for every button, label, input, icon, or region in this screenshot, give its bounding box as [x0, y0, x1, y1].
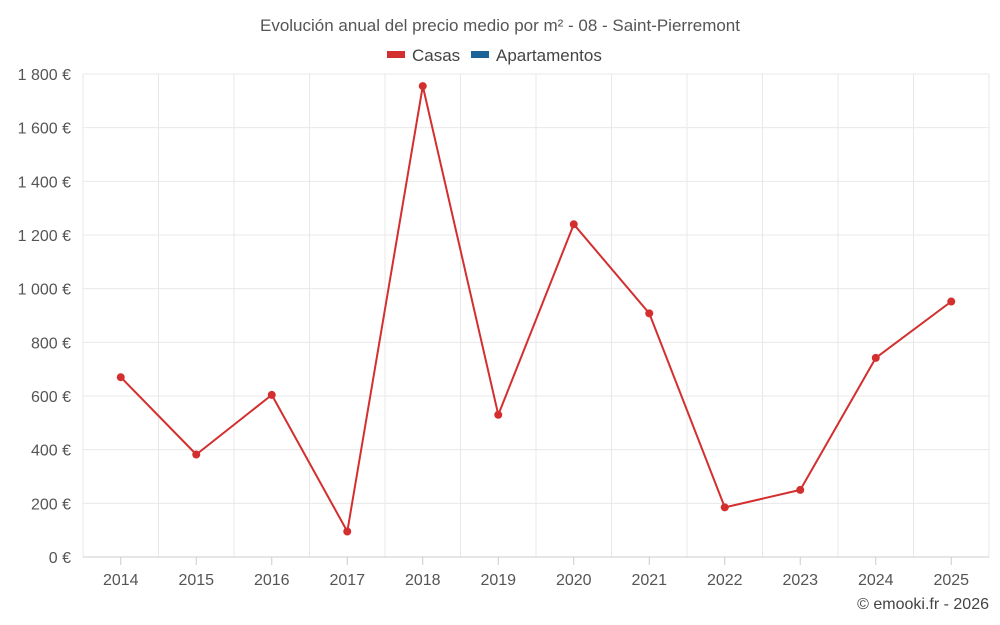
data-point-casas-2017[interactable] — [343, 527, 352, 536]
data-point-casas-2015[interactable] — [192, 450, 201, 459]
y-tick-label: 1 200 € — [18, 228, 71, 245]
x-tick-label: 2016 — [254, 572, 290, 589]
legend-swatch-casas — [387, 51, 405, 58]
x-tick-label: 2018 — [405, 572, 441, 589]
data-point-casas-2016[interactable] — [267, 390, 276, 399]
axes: 0 € 200 € 400 € 600 € 800 € 1 000 € 1 200 € 1 4… — [18, 67, 989, 589]
x-tick-label: 2017 — [329, 572, 365, 589]
legend-swatch-apartamentos — [471, 51, 489, 58]
y-tick-label: 1 600 € — [18, 121, 71, 138]
data-point-casas-2022[interactable] — [720, 503, 729, 512]
series — [116, 82, 956, 536]
y-tick-label: 1 800 € — [18, 67, 71, 84]
chart-title: Evolución anual del precio medio por m² … — [260, 16, 740, 35]
x-tick-label: 2022 — [707, 572, 743, 589]
x-tick-label: 2020 — [556, 572, 592, 589]
series-line-casas — [120, 85, 952, 533]
y-tick-label: 1 400 € — [18, 174, 71, 191]
y-tick-label: 0 € — [49, 550, 71, 567]
data-point-casas-2018[interactable] — [418, 82, 427, 91]
legend: Casas Apartamentos — [387, 46, 602, 65]
x-tick-label: 2014 — [103, 572, 139, 589]
data-point-casas-2021[interactable] — [645, 309, 654, 318]
data-point-casas-2014[interactable] — [116, 373, 125, 382]
data-point-casas-2020[interactable] — [569, 220, 578, 229]
y-tick-label: 1 000 € — [18, 282, 71, 299]
grid — [82, 73, 990, 557]
x-tick-label: 2015 — [178, 572, 214, 589]
y-tick-label: 600 € — [31, 389, 71, 406]
x-tick-label: 2021 — [631, 572, 667, 589]
data-point-casas-2023[interactable] — [796, 485, 805, 494]
data-point-casas-2019[interactable] — [494, 410, 503, 419]
legend-label-casas: Casas — [412, 46, 460, 65]
y-tick-label: 200 € — [31, 496, 71, 513]
data-point-casas-2025[interactable] — [947, 297, 956, 306]
x-tick-label: 2019 — [480, 572, 516, 589]
y-tick-label: 800 € — [31, 335, 71, 352]
legend-label-apartamentos: Apartamentos — [496, 46, 602, 65]
legend-item-casas[interactable]: Casas — [387, 46, 460, 65]
y-tick-label: 400 € — [31, 443, 71, 460]
credit-text: © emooki.fr - 2026 — [857, 596, 989, 613]
x-tick-label: 2023 — [782, 572, 818, 589]
x-tick-label: 2024 — [858, 572, 894, 589]
x-tick-label: 2025 — [933, 572, 969, 589]
legend-item-apartamentos[interactable]: Apartamentos — [471, 46, 602, 65]
data-point-casas-2024[interactable] — [871, 353, 880, 362]
